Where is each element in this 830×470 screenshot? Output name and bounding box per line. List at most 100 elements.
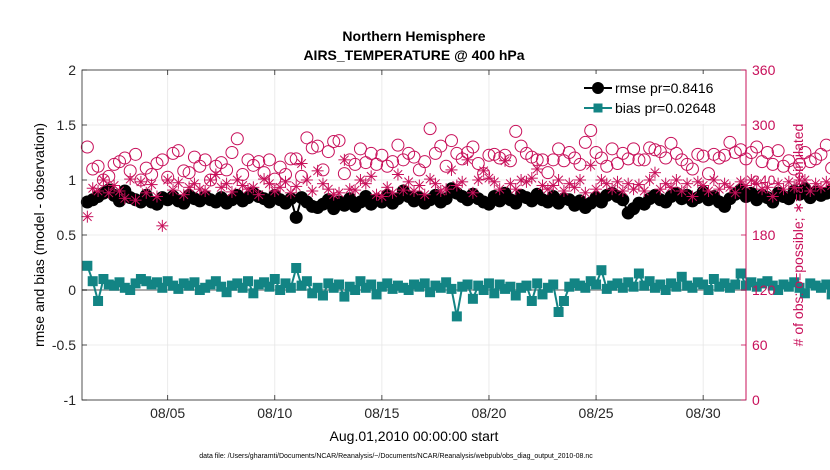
obs-assimilated-point-stroke (88, 183, 98, 193)
bias-point (548, 279, 559, 290)
obs-assimilated-point-stroke (698, 180, 708, 191)
obs-assimilated-point (161, 174, 174, 186)
obs-assimilated-point (92, 185, 105, 197)
obs-assimilated-point-stroke (355, 175, 366, 185)
y2-axis-label: # of obs: o=possible; ∗=assimilated (790, 124, 806, 347)
obs-assimilated-point (820, 175, 830, 188)
bias-point (419, 278, 430, 289)
data-file-footnote: data file: /Users/gharamti/Documents/NCA… (199, 453, 593, 460)
obs-assimilated-point (290, 180, 303, 193)
obs-assimilated-point (611, 175, 624, 188)
obs-assimilated-point-stroke (773, 179, 783, 189)
y2-tick-label: 120 (752, 282, 776, 298)
obs-assimilated-point-stroke (827, 180, 830, 185)
bias-point (489, 288, 500, 299)
bias-point (87, 276, 98, 287)
x-axis-label: Aug.01,2010 00:00:00 start (330, 428, 499, 444)
obs-possible-point (664, 136, 678, 150)
x-tick-label: 08/30 (686, 405, 721, 421)
obs-assimilated-point (729, 186, 742, 199)
bias-point (510, 290, 521, 301)
obs-assimilated-point (279, 175, 292, 188)
obs-assimilated-point-stroke (709, 175, 719, 185)
obs-assimilated-point (584, 159, 597, 172)
obs-possible-point (696, 149, 710, 163)
obs-possible-point (332, 134, 346, 148)
obs-assimilated-point-stroke (602, 179, 612, 189)
obs-assimilated-point (627, 183, 640, 196)
obs-assimilated-point-stroke (221, 179, 232, 189)
bias-point (355, 276, 366, 287)
obs-assimilated-point-stroke (243, 184, 253, 194)
obs-assimilated-point-stroke (778, 184, 789, 194)
obs-assimilated-point-stroke (484, 173, 494, 183)
bias-point (676, 271, 687, 282)
obs-assimilated-point (825, 180, 830, 191)
bias-point (617, 282, 628, 293)
bias-point (216, 281, 227, 292)
obs-assimilated-point-stroke (318, 179, 328, 189)
bias-point (596, 265, 607, 276)
y2-tick-label: 0 (752, 392, 760, 408)
bias-point (660, 285, 671, 295)
bias-point (264, 281, 275, 292)
bias-point (425, 287, 436, 298)
obs-assimilated-point-stroke (719, 179, 730, 189)
obs-possible-point (578, 135, 592, 149)
obs-assimilated-point-stroke (382, 182, 392, 192)
obs-possible-point (632, 153, 646, 167)
obs-assimilated-point-stroke (543, 184, 553, 194)
obs-assimilated-point-stroke (489, 177, 499, 187)
bias-point (467, 293, 478, 304)
obs-assimilated-point (424, 173, 437, 186)
obs-possible-point (386, 155, 400, 169)
x-tick-label: 08/25 (579, 405, 614, 421)
obs-possible-point (439, 159, 453, 173)
obs-assimilated-point (766, 190, 779, 203)
y-axis-label: rmse and bias (model - observation) (31, 123, 47, 347)
y-tick-label: 0.5 (57, 227, 77, 243)
obs-possible-point (541, 166, 555, 180)
obs-assimilated-point-stroke (505, 179, 515, 189)
obs-assimilated-point (788, 181, 801, 194)
bias-point (703, 285, 714, 295)
obs-assimilated-point (643, 174, 656, 186)
bias-point (125, 285, 136, 295)
obs-assimilated-point (568, 181, 581, 194)
obs-assimilated-point (172, 176, 185, 189)
obs-possible-point (289, 152, 303, 166)
obs-assimilated-point-stroke (537, 180, 548, 191)
obs-assimilated-point-stroke (441, 184, 451, 194)
obs-assimilated-point-stroke (457, 177, 467, 187)
obs-assimilated-point (413, 179, 426, 192)
obs-possible-point (471, 157, 485, 170)
rmse-point (289, 210, 303, 224)
obs-possible-point (305, 141, 319, 155)
y2-tick-label: 180 (752, 227, 776, 243)
obs-assimilated-point-stroke (661, 179, 671, 189)
obs-assimilated-point-stroke (404, 177, 414, 187)
obs-assimilated-point-stroke (800, 175, 810, 185)
obs-assimilated-point-stroke (559, 186, 569, 196)
obs-assimilated-point (311, 164, 324, 177)
obs-assimilated-point-stroke (173, 178, 183, 188)
obs-possible-point (648, 143, 662, 157)
obs-possible-point (573, 157, 587, 171)
obs-possible-point (466, 140, 480, 154)
obs-assimilated-point-stroke (580, 188, 590, 198)
obs-assimilated-point (333, 186, 346, 199)
obs-possible-point (80, 140, 94, 154)
y2-tick-label: 60 (752, 337, 768, 353)
obs-assimilated-point-stroke (645, 175, 655, 185)
obs-assimilated-point (349, 184, 362, 197)
obs-assimilated-point-stroke (500, 156, 510, 166)
chart-subtitle: AIRS_TEMPERATURE @ 400 hPa (303, 47, 524, 63)
obs-possible-point (482, 148, 496, 162)
obs-assimilated-point-stroke (452, 180, 462, 191)
bias-point (633, 268, 644, 279)
bias-point (558, 296, 569, 306)
obs-assimilated-point-stroke (141, 188, 151, 198)
bias-point (269, 274, 280, 284)
x-tick-label: 08/20 (471, 405, 506, 421)
